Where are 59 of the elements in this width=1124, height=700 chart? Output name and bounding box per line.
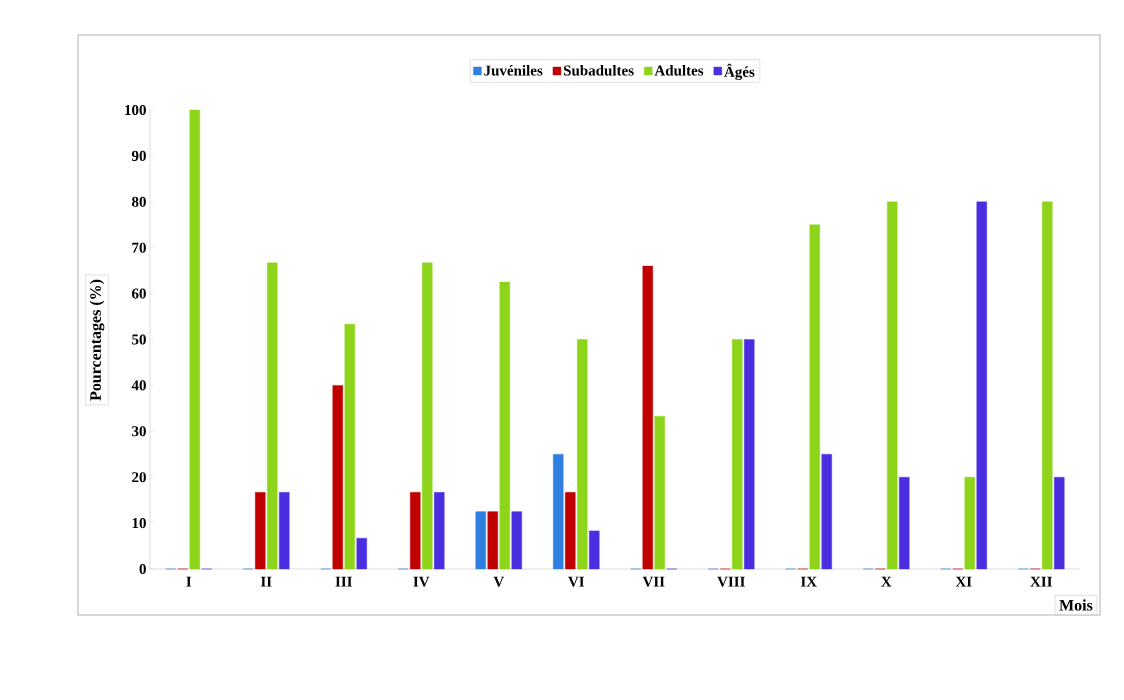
bar [964,476,975,570]
bar [1054,476,1065,570]
bar [1042,201,1053,570]
x-tick-label: VII [642,576,665,587]
bar [899,476,910,570]
bar [577,339,588,570]
bar [475,511,486,570]
y-tick-label: 0 [139,563,146,575]
bar [654,415,665,570]
x-tick-label: V [493,576,505,587]
y-tick-label: 90 [131,150,146,161]
x-tick-label: I [186,576,192,587]
bar [487,511,498,570]
bar [553,454,564,570]
y-tick-label: 10 [132,518,146,529]
y-tick-label: 50 [132,334,146,345]
bar [821,454,832,570]
bar [422,262,433,570]
y-tick-label: 80 [131,196,146,207]
legend-label: Âgés [724,63,755,81]
bar [589,530,600,570]
legend-label: Juvéniles [484,65,543,76]
bar [434,492,445,570]
bar [267,262,278,570]
legend-label: Adultes [654,65,704,76]
bar [732,339,743,570]
y-axis-title: Pourcentages (%) [89,279,105,401]
x-tick-label: XI [955,576,972,587]
bar [565,492,576,570]
y-tick-label: 70 [132,242,146,253]
y-tick-label: 60 [131,288,146,299]
bar [887,201,898,570]
x-tick-label: VIII [717,576,745,587]
x-tick-label: III [335,576,352,587]
bar [744,339,755,570]
y-tick-label: 40 [131,380,146,391]
x-tick-label: X [881,576,892,587]
y-tick-label: 100 [125,104,146,116]
bar [344,324,355,570]
bar [511,511,522,570]
x-tick-label: IX [800,576,817,587]
bar [809,224,820,570]
bar [976,201,987,570]
bar [642,265,653,570]
bar [255,492,266,570]
x-tick-label: II [260,576,272,587]
bar [499,281,510,570]
y-tick-label: 30 [132,426,146,437]
bar [279,492,290,570]
y-tick-label: 20 [132,472,146,483]
x-tick-label: VI [568,576,585,587]
legend-label: Subadultes [563,65,634,76]
bar [189,109,200,570]
x-tick-label: IV [413,576,430,587]
x-tick-label: XII [1030,576,1052,587]
x-axis-title: Mois [1059,599,1093,611]
bar [410,492,421,570]
bar [356,538,367,570]
bar [332,385,343,570]
